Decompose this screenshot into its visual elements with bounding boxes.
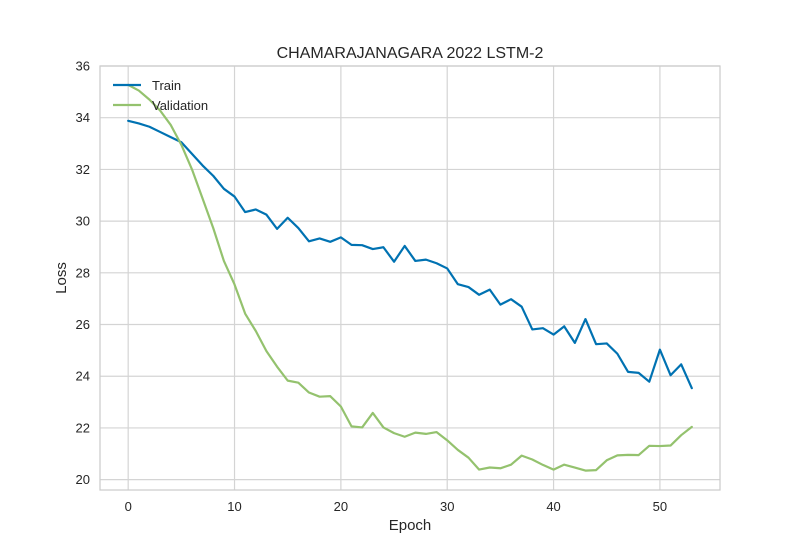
plot-frame (99, 65, 721, 491)
legend-validation-label: Validation (152, 98, 208, 113)
x-tick-label: 0 (125, 499, 132, 514)
y-tick-label: 26 (76, 317, 90, 332)
y-tick-label: 28 (76, 265, 90, 280)
x-tick-label: 40 (546, 499, 560, 514)
plot-area (100, 66, 720, 490)
series-lines (127, 83, 693, 472)
x-tick-label: 20 (334, 499, 348, 514)
x-tick-label: 50 (653, 499, 667, 514)
series-line-train (127, 119, 693, 390)
y-tick-label: 34 (76, 110, 90, 125)
x-tick-label: 30 (440, 499, 454, 514)
y-axis-label: Loss (53, 262, 70, 294)
y-tick-label: 22 (76, 420, 90, 435)
y-tick-label: 30 (76, 214, 90, 229)
series-line-validation (127, 83, 693, 472)
legend: Train Validation (113, 78, 208, 113)
y-tick-label: 36 (76, 59, 90, 74)
y-tick-label: 32 (76, 162, 90, 177)
x-tick-label: 10 (227, 499, 241, 514)
y-tick-label: 24 (76, 369, 90, 384)
y-tick-label: 20 (76, 472, 90, 487)
tick-labels: 0 10 20 30 40 50 20 22 24 26 28 30 32 34 36 (76, 59, 668, 515)
chart-title: CHAMARAJANAGARA 2022 LSTM-2 (277, 45, 544, 62)
x-axis-label: Epoch (389, 517, 432, 534)
legend-train-label: Train (152, 78, 181, 93)
